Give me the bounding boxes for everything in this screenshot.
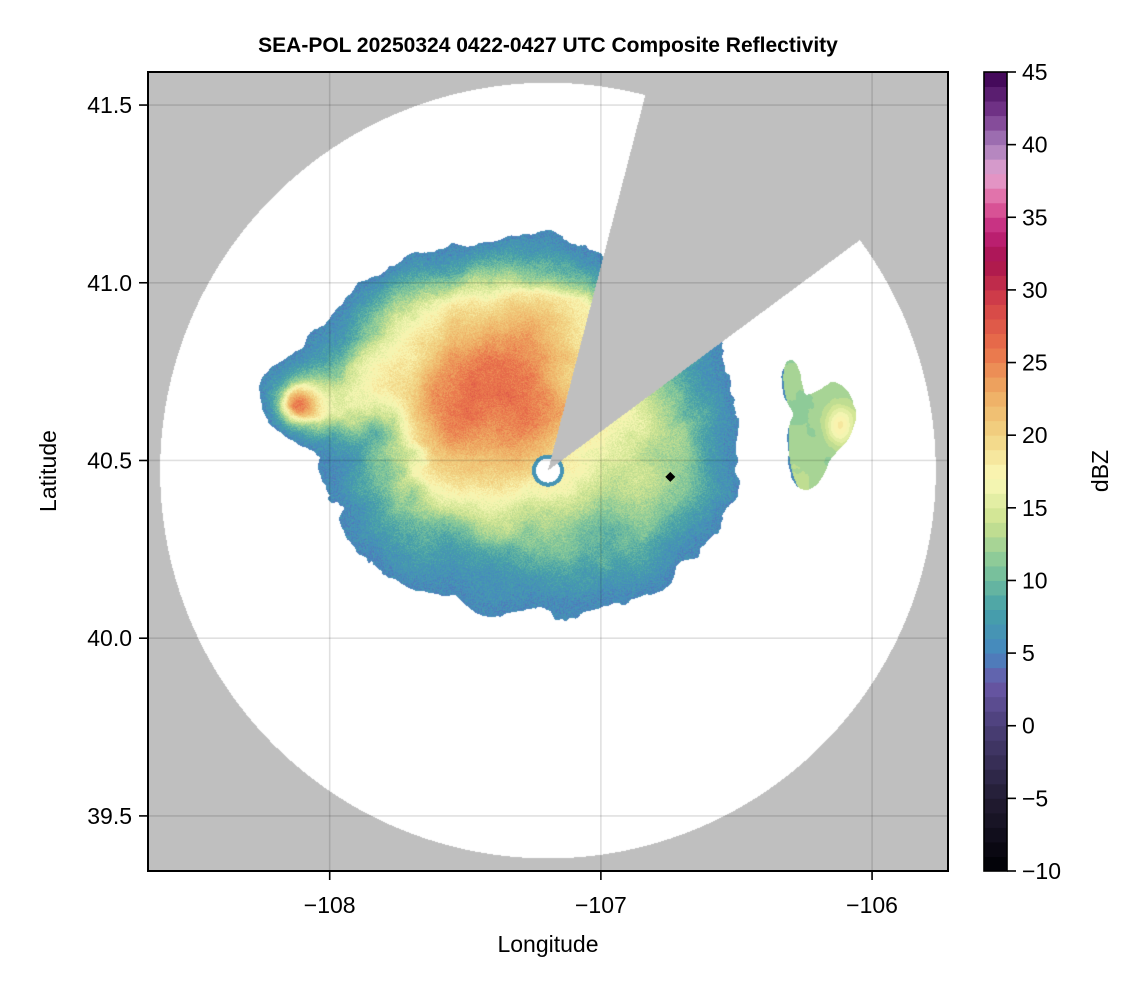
colorbar-bin: [984, 536, 1007, 552]
colorbar-bin: [984, 435, 1007, 451]
colorbar-label: dBZ: [1087, 450, 1113, 492]
colorbar-tick-label: 25: [1022, 350, 1048, 376]
colorbar-bin: [984, 449, 1007, 465]
colorbar-bin: [984, 725, 1007, 741]
colorbar-bin: [984, 696, 1007, 712]
y-tick-label: 39.5: [87, 803, 132, 829]
colorbar-tick-label: 0: [1022, 713, 1035, 739]
colorbar-tick-label: 5: [1022, 640, 1035, 666]
colorbar-bin: [984, 522, 1007, 538]
colorbar-bin: [984, 783, 1007, 799]
colorbar-bin: [984, 478, 1007, 494]
colorbar-tick-label: −5: [1022, 785, 1048, 811]
colorbar-bin: [984, 464, 1007, 480]
colorbar-bin: [984, 144, 1007, 160]
colorbar-bin: [984, 740, 1007, 756]
colorbar-bin: [984, 333, 1007, 349]
colorbar-bin: [984, 188, 1007, 204]
markers: [665, 471, 676, 482]
colorbar-bin: [984, 812, 1007, 828]
y-tick-label: 40.5: [87, 447, 132, 473]
colorbar-bin: [984, 101, 1007, 117]
colorbar-bin: [984, 86, 1007, 102]
colorbar-bin: [984, 493, 1007, 509]
colorbar-tick-label: 40: [1022, 132, 1048, 158]
colorbar-bin: [984, 173, 1007, 189]
colorbar-bin: [984, 289, 1007, 305]
y-tick-label: 41.5: [87, 92, 132, 118]
grid-lines: [148, 72, 948, 871]
colorbar-bin: [984, 217, 1007, 233]
colorbar-bin: [984, 769, 1007, 785]
x-tick-label: −106: [846, 892, 898, 918]
colorbar-bin: [984, 420, 1007, 436]
colorbar-bin: [984, 798, 1007, 814]
colorbar-bin: [984, 551, 1007, 567]
colorbar-bin: [984, 406, 1007, 422]
reflectivity-field: [148, 72, 948, 871]
colorbar-tick-label: 30: [1022, 277, 1048, 303]
colorbar-bin: [984, 841, 1007, 857]
diamond-marker: [665, 471, 676, 482]
colorbar-tick-label: 45: [1022, 59, 1048, 85]
colorbar-bin: [984, 377, 1007, 393]
y-tick-label: 40.0: [87, 625, 132, 651]
colorbar-bin: [984, 594, 1007, 611]
colorbar-bin: [984, 72, 1007, 88]
colorbar-tick-label: 35: [1022, 204, 1048, 230]
plot-border: [147, 71, 949, 872]
colorbar-bin: [984, 565, 1007, 581]
colorbar-border: [983, 71, 1008, 872]
colorbar-bin: [984, 231, 1007, 247]
colorbar-bin: [984, 624, 1007, 640]
colorbar-bin: [984, 202, 1007, 218]
colorbar-bin: [984, 827, 1007, 843]
colorbar-bin: [984, 507, 1007, 523]
colorbar: −10 −5 0 5 10 15 20 25 30 35 40 45: [983, 59, 1061, 884]
colorbar-tick-label: 15: [1022, 495, 1048, 521]
x-axis-label: Longitude: [497, 931, 598, 957]
colorbar-bin: [984, 159, 1007, 175]
colorbar-bin: [984, 246, 1007, 262]
x-axis: −108 −107 −106: [304, 871, 898, 918]
x-tick-label: −108: [304, 892, 356, 918]
y-axis: 39.5 40.0 40.5 41.0 41.5: [87, 92, 148, 829]
colorbar-bin: [984, 754, 1007, 770]
colorbar-bin: [984, 275, 1007, 291]
x-tick-label: −107: [575, 892, 627, 918]
colorbar-bin: [984, 304, 1007, 320]
colorbar-bin: [984, 609, 1007, 625]
colorbar-bin: [984, 711, 1007, 727]
colorbar-tick-label: −10: [1022, 858, 1061, 884]
colorbar-bin: [984, 391, 1007, 407]
colorbar-bin: [984, 362, 1007, 378]
y-axis-label: Latitude: [35, 430, 61, 512]
colorbar-tick-label: 10: [1022, 567, 1048, 593]
colorbar-bin: [984, 856, 1007, 872]
colorbar-bin: [984, 130, 1007, 146]
colorbar-bin: [984, 115, 1007, 131]
colorbar-bin: [984, 580, 1007, 596]
colorbar-bin: [984, 667, 1007, 683]
colorbar-bin: [984, 638, 1007, 654]
colorbar-bin: [984, 260, 1007, 276]
colorbar-bin: [984, 682, 1007, 698]
colorbar-tick-label: 20: [1022, 422, 1048, 448]
chart-title: SEA-POL 20250324 0422-0427 UTC Composite…: [258, 34, 838, 57]
y-tick-label: 41.0: [87, 270, 132, 296]
colorbar-bin: [984, 653, 1007, 669]
colorbar-bin: [984, 318, 1007, 334]
colorbar-bin: [984, 348, 1007, 364]
